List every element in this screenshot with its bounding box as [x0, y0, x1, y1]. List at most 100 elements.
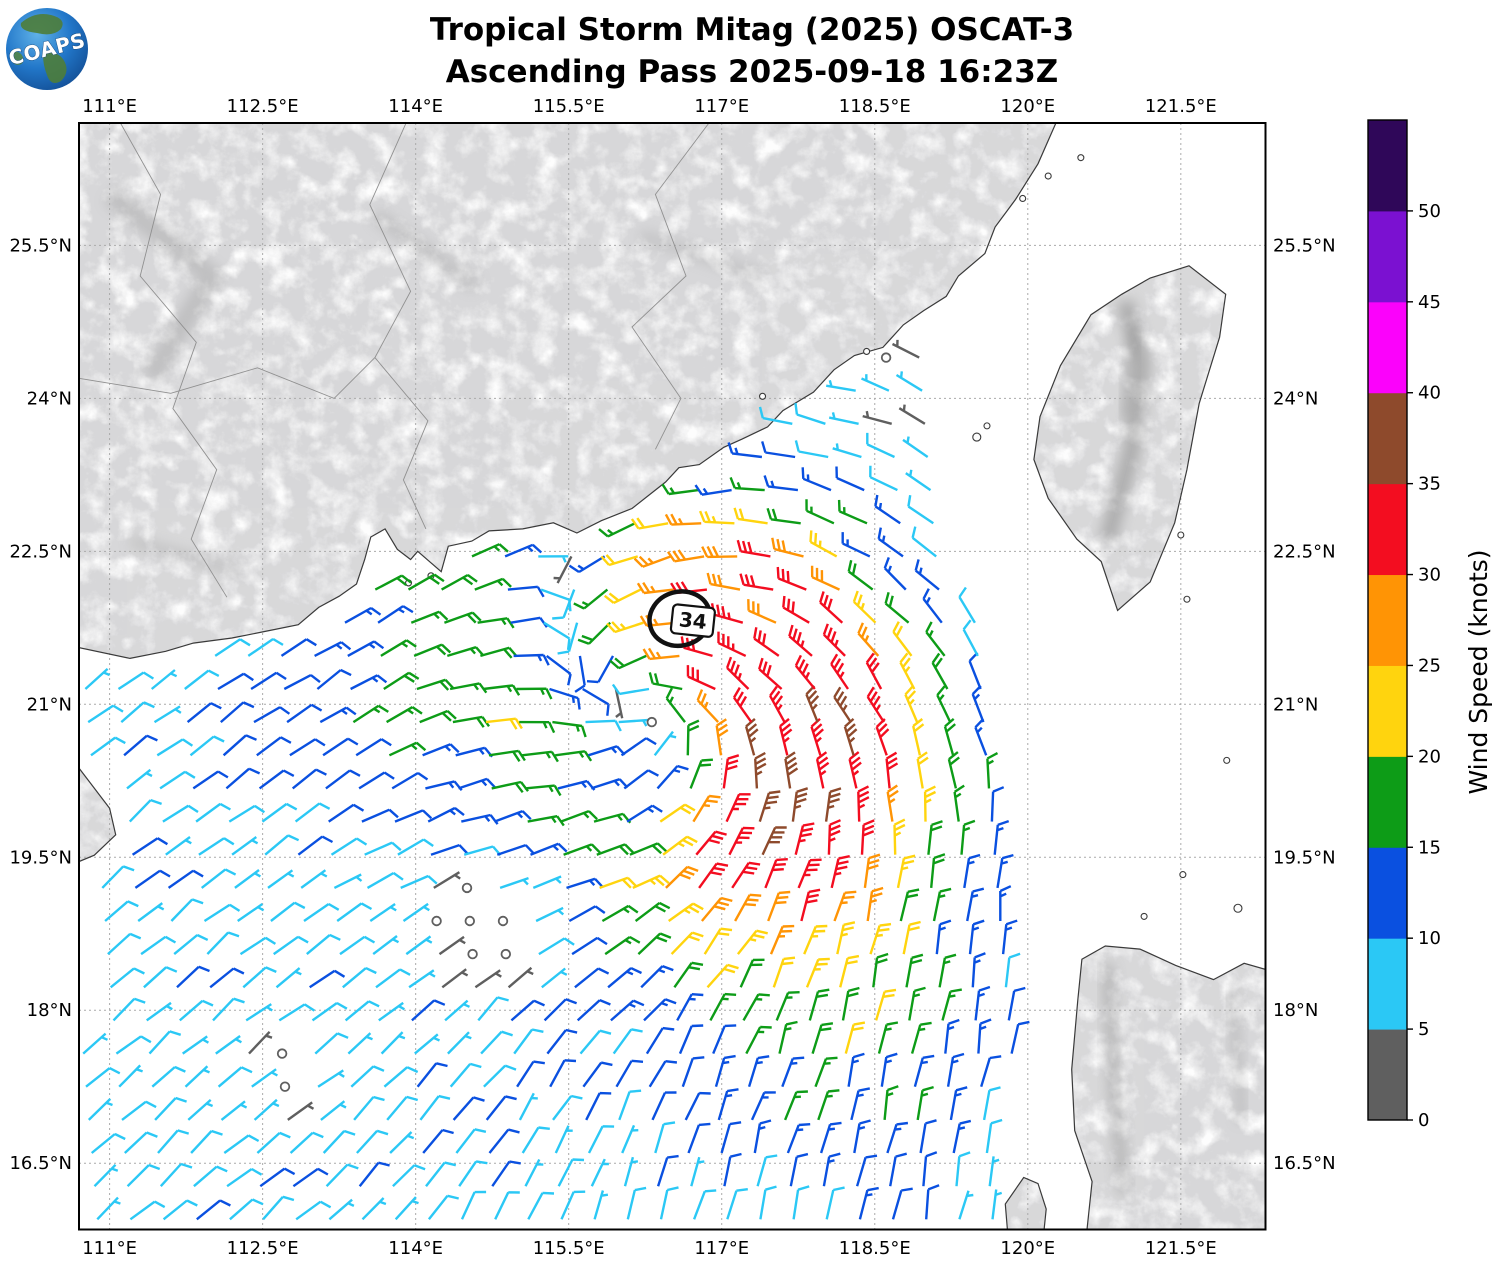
wind-barb: [480, 1030, 513, 1055]
calm-wind-circle: [500, 948, 512, 960]
wind-barb: [206, 931, 240, 955]
wind-barb: [912, 718, 925, 756]
wind-barb: [623, 1156, 639, 1187]
calm-wind-circle: [464, 915, 476, 927]
wind-barb: [623, 769, 659, 790]
wind-barb: [877, 1021, 899, 1054]
wind-barb: [477, 617, 515, 629]
wind-barb: [253, 1098, 280, 1121]
wind-barb: [151, 1065, 186, 1088]
wind-barb: [665, 865, 699, 889]
wind-barb: [653, 730, 677, 757]
wind-barb: [416, 678, 455, 691]
wind-barb: [822, 1152, 841, 1187]
wind-barb: [228, 804, 266, 823]
lon-tick-label-bottom: 112.5°E: [227, 1238, 299, 1259]
wind-barb: [483, 684, 521, 696]
wind-barb: [314, 641, 352, 657]
wind-barb: [659, 803, 696, 823]
wind-barb: [637, 932, 672, 955]
wind-barb: [541, 967, 568, 989]
wind-barb: [510, 999, 545, 1022]
wind-barb: [636, 581, 674, 595]
wind-barb: [728, 826, 755, 856]
wind-barb: [817, 1089, 840, 1121]
small-island: [972, 432, 982, 442]
wind-barb: [455, 746, 494, 758]
wind-barb: [904, 685, 919, 723]
colorbar-tick-label: 10: [1418, 928, 1441, 949]
wind-barb: [234, 869, 261, 889]
wind-barb: [824, 787, 842, 822]
wind-barb: [170, 898, 204, 922]
wind-barb: [516, 687, 553, 700]
wind-barb: [101, 865, 135, 889]
wind-barb: [914, 559, 940, 591]
wind-barb: [552, 1094, 583, 1121]
wind-barb: [902, 920, 921, 955]
wind-barb: [389, 1131, 415, 1154]
wind-barb: [150, 669, 178, 690]
wind-barb: [958, 1190, 974, 1220]
wind-barb: [731, 861, 761, 889]
colorbar-tick-label: 35: [1418, 474, 1441, 495]
wind-barb: [753, 627, 780, 657]
wind-barb: [899, 652, 916, 690]
wind-barb: [778, 1020, 798, 1054]
wind-barb: [229, 1198, 264, 1221]
wind-barb: [723, 1152, 742, 1187]
lat-tick-label-left: 24°N: [27, 388, 72, 409]
wind-barb: [872, 952, 889, 988]
lon-tick-label-top: 117°E: [694, 96, 749, 117]
wind-barb: [862, 410, 893, 425]
wind-barb: [794, 440, 829, 459]
wind-barb: [554, 1125, 573, 1154]
wind-barb: [568, 905, 606, 923]
wind-barb: [380, 639, 417, 657]
logo-continent-shape: [20, 14, 63, 35]
wind-barb: [474, 577, 512, 591]
lon-tick-label-top: 115.5°E: [533, 96, 605, 117]
wind-barb: [835, 466, 865, 492]
province-boundary: [119, 123, 228, 598]
wind-barb: [309, 969, 346, 989]
colorbar-bin: [1368, 847, 1407, 939]
wind-barb: [794, 402, 826, 425]
wind-barb: [374, 574, 412, 591]
wind-barb: [612, 1028, 643, 1055]
wind-barb: [827, 819, 841, 855]
wind-barb: [923, 785, 937, 822]
wind-barb: [832, 443, 862, 459]
wind-barb: [574, 655, 586, 693]
wind-barb: [427, 806, 465, 823]
wind-barb: [222, 734, 257, 757]
wind-barb: [566, 877, 604, 890]
wind-barb: [162, 1199, 198, 1221]
wind-barb: [692, 1189, 717, 1220]
wind-barb: [794, 654, 816, 690]
wind-barb: [709, 992, 737, 1021]
wind-barb: [250, 671, 287, 691]
wind-barb: [270, 901, 306, 922]
wind-barb: [750, 1091, 776, 1121]
wind-barb: [300, 869, 328, 889]
calm-wind-circle: [431, 915, 442, 927]
wind-barb: [968, 651, 982, 690]
wind-barb: [611, 683, 650, 696]
small-island: [1044, 172, 1052, 180]
wind-barb: [519, 720, 556, 734]
wind-barb: [925, 1184, 940, 1220]
wind-barb: [841, 532, 871, 558]
colorbar-tick-label: 30: [1418, 565, 1441, 586]
wind-barb: [833, 686, 852, 723]
colorbar-tick-label: 40: [1418, 383, 1441, 404]
wind-barb: [223, 1134, 260, 1154]
wind-barb: [361, 808, 399, 823]
wind-barb: [659, 1186, 679, 1220]
wind-barb: [863, 853, 881, 889]
wind-barb: [283, 674, 321, 691]
wind-barb: [626, 804, 663, 823]
coaps-logo: COAPS: [6, 8, 88, 90]
small-island: [1223, 756, 1231, 764]
wind-barb: [402, 902, 430, 922]
